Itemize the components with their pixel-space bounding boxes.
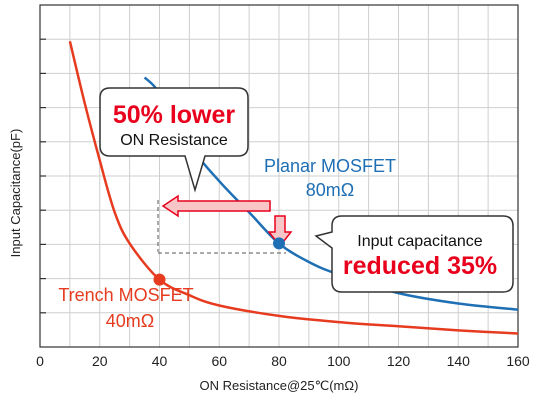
x-tick-label: 60 [211,353,227,369]
y-axis-title: Input Capacitance(pF) [8,129,23,258]
resistance-callout: 50% lower ON Resistance [99,87,249,193]
capacitance-callout-bubble [314,215,514,293]
planar-label: Planar MOSFET 80mΩ [264,156,396,200]
x-tick-label: 100 [327,353,351,369]
xlabel: ON Resistance@25℃(mΩ) [200,378,359,393]
planar-mosfet-marker [273,237,285,250]
trench-series-name: Trench MOSFET [58,285,193,305]
resistance-callout-main: 50% lower [113,101,236,129]
trench-label: Trench MOSFET 40mΩ [58,285,193,331]
resistance-callout-sub: ON Resistance [120,132,228,149]
trench-resistance-value: 40mΩ [106,311,154,331]
capacitance-callout-sub: Input capacitance [357,233,483,250]
marker-layer [153,237,285,286]
planar-series-name: Planar MOSFET [264,156,396,176]
x-tick-labels: 0 20 40 60 80 100 120 140 160 [36,353,530,369]
x-tick-label: 120 [387,353,411,369]
trench-mosfet-line [68,41,519,335]
resistance-callout-bubble [99,87,249,193]
x-tick-label: 20 [92,353,108,369]
planar-resistance-value: 80mΩ [306,180,354,200]
x-tick-label: 0 [36,353,44,369]
x-tick-label: 140 [447,353,471,369]
capacitance-callout-main: reduced 35% [343,252,497,280]
y-tick-marks [40,38,46,314]
trench-mosfet-marker [153,273,166,286]
x-tick-label: 80 [271,353,287,369]
resistance-arrow [161,194,271,218]
capacitance-arrow [267,215,293,248]
ylabel: Input Capacitance(pF) [8,129,23,258]
x-tick-label: 40 [152,353,168,369]
x-tick-label: 160 [506,353,530,369]
capacitance-callout: Input capacitance reduced 35% [314,215,514,293]
